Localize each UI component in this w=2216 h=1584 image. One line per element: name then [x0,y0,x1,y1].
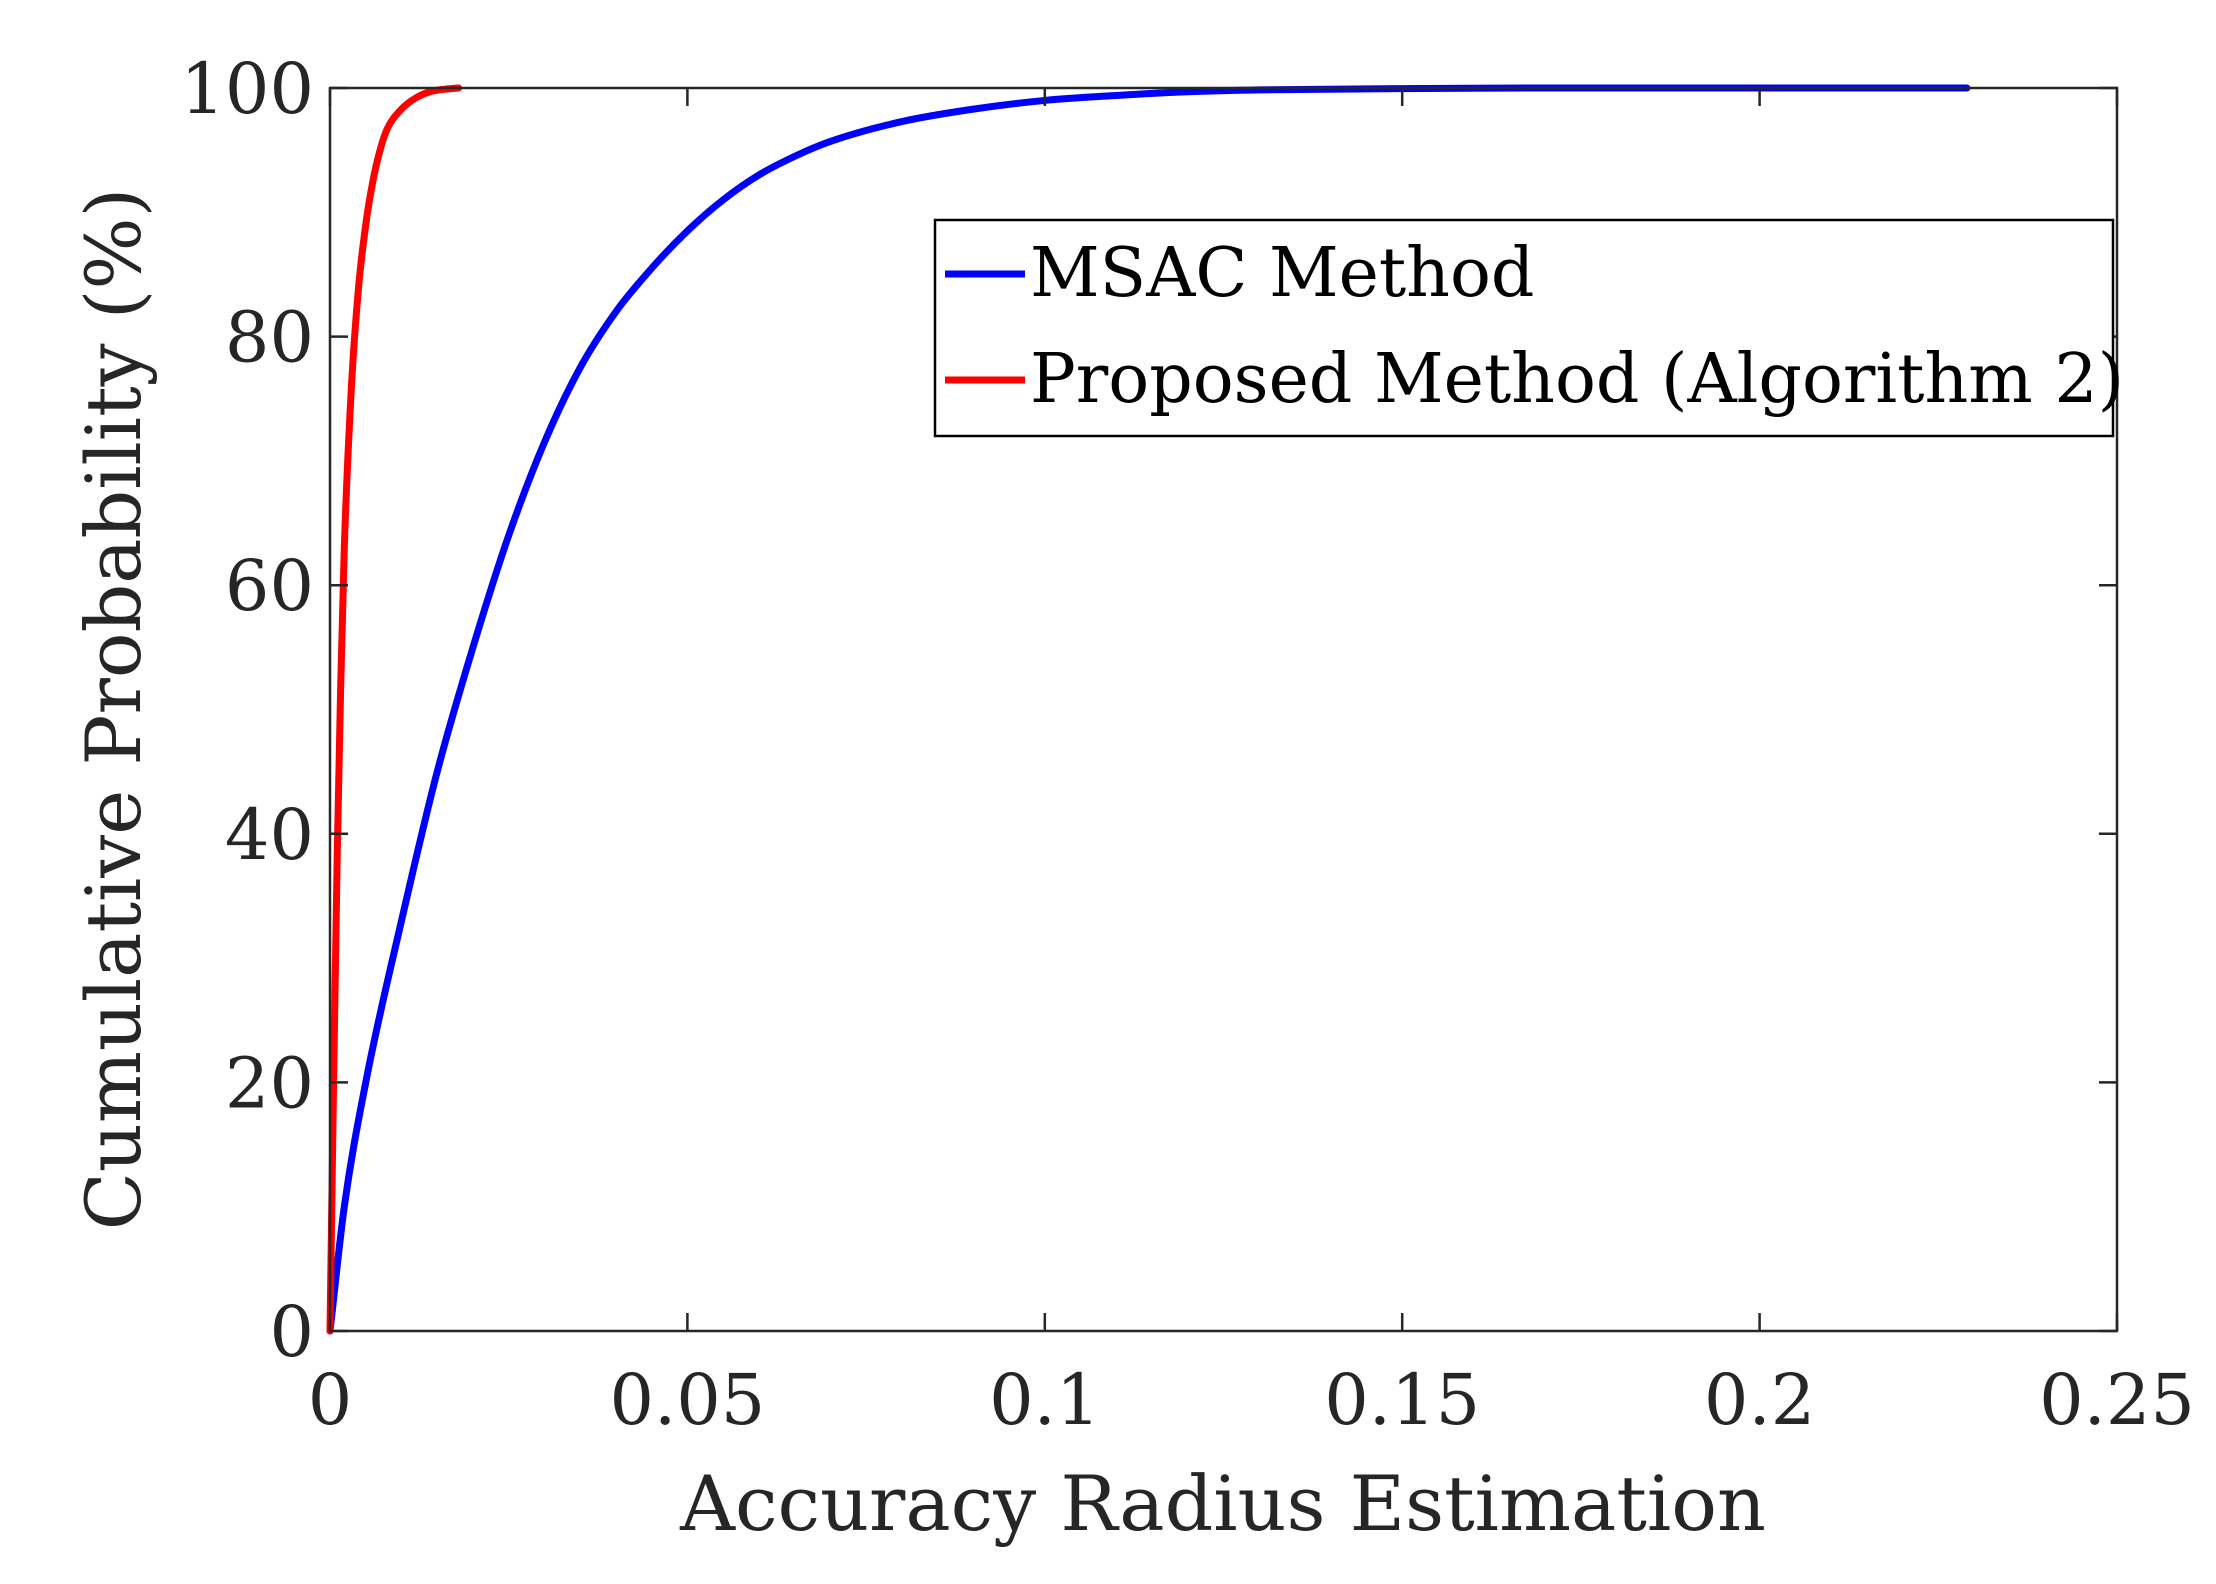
y-tick-label: 40 [225,794,314,876]
x-axis-label: Accuracy Radius Estimation [679,1459,1766,1548]
legend-label-msac: MSAC Method [1030,234,1534,313]
x-tick-label: 0.25 [2039,1359,2195,1441]
y-axis-label: Cumulative Probability (%) [69,188,158,1231]
series-line-1 [326,84,463,1335]
y-tick-label: 100 [180,48,314,130]
y-tick-label: 80 [225,297,314,379]
x-tick-labels: 0 0.05 0.1 0.15 0.2 0.25 [308,1359,2195,1441]
legend-label-proposed: Proposed Method (Algorithm 2) [1030,340,2124,419]
y-tick-labels: 0 20 40 60 80 100 [180,48,314,1373]
x-tick-label: 0.2 [1704,1359,1815,1441]
y-tick-label: 60 [225,545,314,627]
x-tick-label: 0.15 [1324,1359,1480,1441]
y-tick-label: 0 [269,1291,314,1373]
x-tick-label: 0.1 [989,1359,1100,1441]
legend-box [933,218,2115,438]
legend: MSAC Method Proposed Method (Algorithm 2… [933,218,2124,438]
x-tick-label: 0.05 [609,1359,765,1441]
x-tick-label: 0 [308,1359,353,1441]
plot-frame [328,86,2119,1333]
y-tick-label: 20 [225,1042,314,1124]
